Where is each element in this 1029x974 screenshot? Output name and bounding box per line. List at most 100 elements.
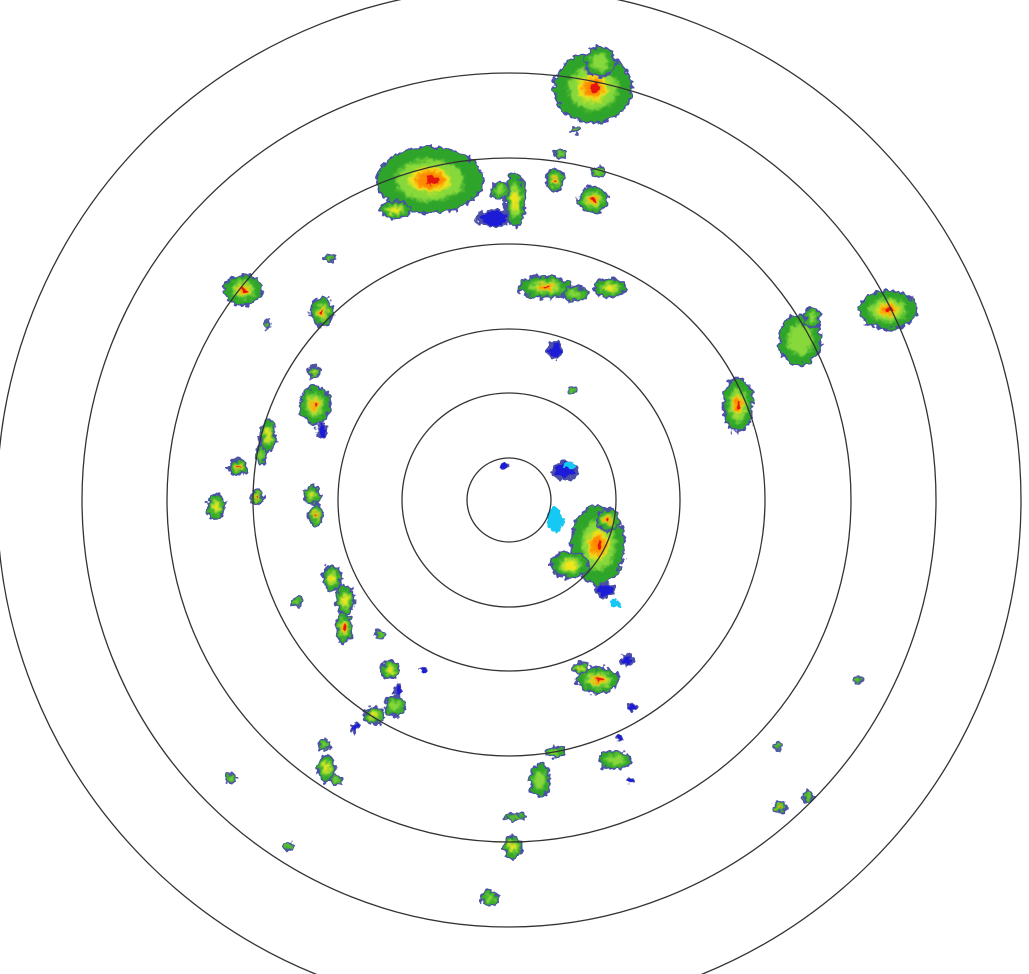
echo-cell	[384, 695, 406, 717]
echo-cell	[324, 253, 336, 263]
echo-red-core	[589, 83, 601, 93]
echo-cell	[561, 286, 589, 302]
echo-cell	[584, 46, 616, 78]
echo-red-core	[736, 401, 741, 409]
echo-yellow	[562, 560, 578, 570]
echo-cell	[571, 126, 581, 134]
echo-cell	[206, 493, 226, 521]
echo-yellow	[511, 189, 519, 211]
echo-cyan	[565, 461, 575, 469]
echo-cell	[291, 596, 303, 608]
echo-cell	[572, 661, 588, 675]
echo-red-core	[315, 513, 318, 517]
echo-cyan	[547, 508, 563, 532]
echo-red-core	[313, 402, 318, 408]
echo-light-green	[495, 184, 505, 196]
echo-blue-core	[621, 655, 633, 665]
echo-cell	[518, 275, 572, 299]
echo-cell	[379, 200, 411, 220]
echo-red-core	[779, 806, 782, 808]
echo-red-core	[237, 466, 240, 468]
echo-cell	[376, 146, 484, 214]
echo-red-core	[425, 175, 440, 185]
echo-red-core	[554, 178, 557, 182]
echo-cell	[593, 278, 627, 298]
echo-cell	[491, 180, 509, 200]
echo-yellow	[386, 666, 394, 674]
echo-light-green	[377, 633, 383, 637]
echo-cell	[545, 168, 565, 192]
echo-cell	[802, 790, 814, 802]
echo-cyan	[611, 599, 621, 607]
range-ring-3	[337, 328, 681, 672]
echo-cell	[503, 835, 523, 859]
echo-cell	[551, 460, 579, 480]
range-ring-1	[466, 457, 552, 543]
echo-yellow	[309, 491, 315, 499]
echo-cell	[626, 703, 638, 711]
range-ring-2	[401, 392, 617, 608]
echo-red-core	[596, 678, 602, 682]
echo-blue-core	[501, 462, 509, 468]
echo-cell	[803, 307, 821, 329]
echo-light-green	[856, 678, 860, 682]
echo-yellow	[604, 284, 616, 292]
echo-cell	[547, 340, 563, 360]
echo-red-core	[241, 288, 247, 292]
echo-yellow	[574, 129, 578, 131]
echo-light-green	[787, 324, 813, 356]
echo-cell	[500, 462, 510, 468]
echo-light-green	[805, 793, 811, 799]
echo-blue-core	[421, 667, 427, 673]
echo-red-core	[256, 496, 259, 498]
echo-cell	[481, 889, 499, 907]
echo-cell	[565, 461, 575, 469]
echo-cell	[308, 503, 324, 527]
echo-cell	[264, 320, 272, 330]
echo-cell	[374, 630, 386, 640]
precipitation-echoes	[206, 46, 918, 907]
echo-cell	[853, 675, 863, 685]
echo-yellow	[577, 666, 583, 670]
echo-cell	[503, 813, 527, 821]
echo-cell	[576, 666, 620, 694]
echo-cell	[223, 274, 263, 306]
echo-cell	[393, 683, 403, 697]
echo-cell	[420, 667, 428, 673]
echo-cell	[504, 172, 526, 228]
echo-light-green	[807, 312, 817, 324]
echo-light-green	[605, 754, 625, 766]
echo-light-green	[485, 893, 495, 903]
echo-yellow	[509, 843, 517, 851]
echo-cell	[547, 508, 563, 532]
echo-light-green	[327, 256, 333, 260]
echo-cell	[626, 777, 634, 783]
echo-blue-core	[549, 343, 561, 357]
range-ring-5	[166, 157, 852, 843]
echo-light-green	[508, 815, 522, 819]
echo-cell	[611, 599, 621, 607]
echo-cell	[380, 660, 400, 680]
echo-cell	[475, 209, 515, 227]
echo-cell	[322, 564, 342, 592]
echo-cell	[228, 458, 248, 476]
echo-cell	[329, 774, 343, 786]
echo-light-green	[534, 770, 546, 790]
echo-red-core	[607, 518, 610, 522]
echo-light-green	[776, 744, 780, 748]
echo-cell	[554, 148, 566, 160]
echo-cell	[591, 166, 605, 178]
echo-light-green	[258, 449, 264, 461]
echo-blue-core	[598, 584, 612, 596]
echo-light-green	[571, 388, 575, 392]
echo-light-green	[286, 844, 290, 848]
echo-yellow	[312, 370, 316, 374]
echo-blue-core	[627, 777, 633, 783]
echo-cell	[335, 584, 355, 616]
echo-cell	[335, 612, 353, 644]
echo-yellow	[341, 594, 349, 606]
echo-blue-core	[617, 735, 623, 741]
echo-cell	[303, 485, 321, 505]
